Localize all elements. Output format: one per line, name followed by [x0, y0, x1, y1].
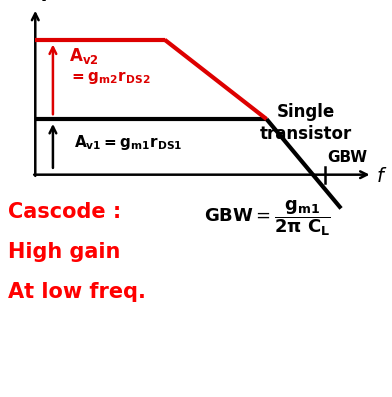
- Text: $\mathbf{GBW} = \dfrac{\mathbf{g_{m1}}}{\mathbf{2\pi\ C_L}}$: $\mathbf{GBW} = \dfrac{\mathbf{g_{m1}}}{…: [204, 198, 331, 238]
- Text: $\mathit{f}$: $\mathit{f}$: [376, 167, 388, 186]
- Text: $\mathbf{A_v}$: $\mathbf{A_v}$: [21, 0, 50, 4]
- Text: High gain: High gain: [8, 242, 120, 262]
- Text: $\mathbf{A_{v2}}$: $\mathbf{A_{v2}}$: [69, 46, 98, 66]
- Text: Cascode :: Cascode :: [8, 202, 121, 222]
- Text: GBW: GBW: [327, 150, 367, 165]
- Text: Single
transistor: Single transistor: [260, 103, 352, 143]
- Text: $\mathbf{= g_{m2}r_{DS2}}$: $\mathbf{= g_{m2}r_{DS2}}$: [69, 69, 150, 87]
- Text: At low freq.: At low freq.: [8, 282, 146, 302]
- Text: $\mathbf{A_{v1} = g_{m1}r_{DS1}}$: $\mathbf{A_{v1} = g_{m1}r_{DS1}}$: [74, 133, 183, 152]
